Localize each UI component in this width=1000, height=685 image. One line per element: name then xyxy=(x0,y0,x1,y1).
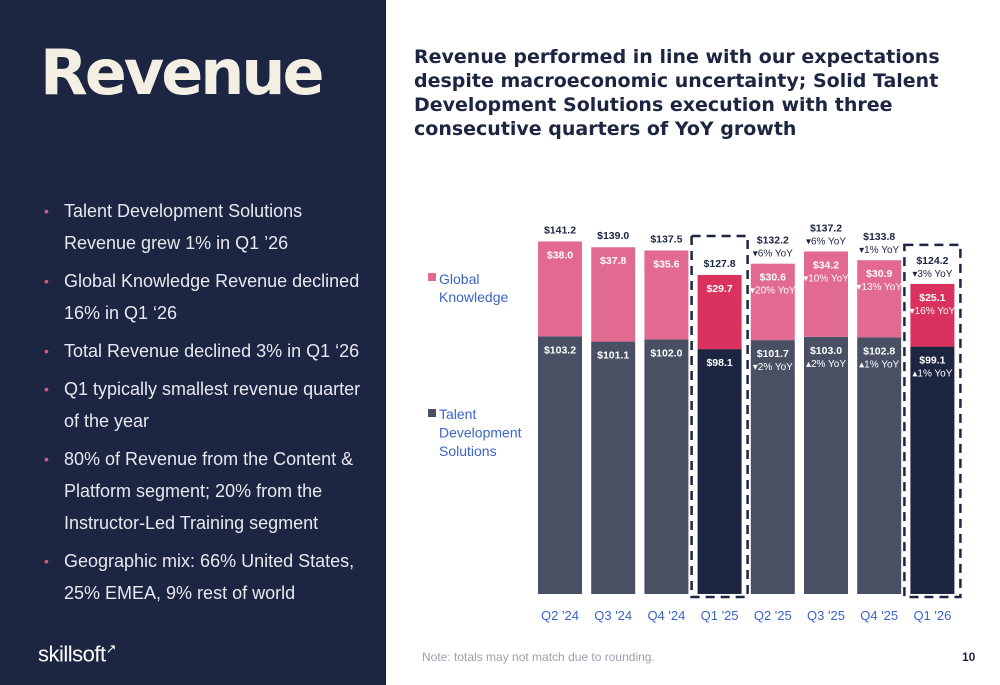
total-label: $137.2 xyxy=(810,222,842,234)
data-label-gk: $25.1 xyxy=(919,292,945,304)
bullet-item: • Geographic mix: 66% United States, 25% … xyxy=(44,545,364,609)
bar-gk xyxy=(591,247,636,342)
total-yoy-label: ▾1% YoY xyxy=(859,245,899,256)
data-label-gk: $34.2 xyxy=(813,259,839,271)
total-label: $132.2 xyxy=(757,235,789,247)
bullet-text: Total Revenue declined 3% in Q1 ‘26 xyxy=(64,341,360,361)
data-label-tds: $102.8 xyxy=(863,345,895,357)
total-label: $133.8 xyxy=(863,231,895,243)
bar-gk xyxy=(538,241,582,337)
bullet-dot-icon: • xyxy=(44,343,49,359)
bullet-dot-icon: • xyxy=(44,451,49,467)
bullet-list: • Talent Development Solutions Revenue gr… xyxy=(44,195,364,615)
data-label-tds: $99.1 xyxy=(919,355,945,367)
bar-tds xyxy=(857,337,902,594)
data-label-tds: $98.1 xyxy=(706,357,732,369)
bar-tds xyxy=(538,336,582,594)
bar-tds xyxy=(804,336,848,594)
logo-text: skillsoft xyxy=(38,641,106,667)
data-label-tds: $101.1 xyxy=(597,350,629,362)
bar-gk xyxy=(857,260,902,338)
yoy-label-tds: ▾2% YoY xyxy=(753,362,793,373)
bar-gk xyxy=(804,251,848,337)
bar-tds xyxy=(750,340,795,594)
data-label-gk: $30.6 xyxy=(760,272,786,284)
x-tick-label: Q3 '25 xyxy=(807,608,845,623)
x-tick-label: Q2 '24 xyxy=(541,608,579,623)
bar-gk xyxy=(697,274,742,350)
revenue-stacked-bar-chart: $103.2 $38.0 $141.2 Q2 '24 $101.1 $37.8 $139.0… xyxy=(428,222,962,623)
bullet-text: 80% of Revenue from the Content & Platfo… xyxy=(64,449,354,533)
x-tick-label: Q4 '25 xyxy=(860,608,898,623)
yoy-label-tds: ▴1% YoY xyxy=(912,369,952,380)
footnote: Note: totals may not match due to roundi… xyxy=(422,650,655,664)
logo-mark-icon: ↗ xyxy=(105,641,117,656)
bullet-item: • Total Revenue declined 3% in Q1 ‘26 xyxy=(44,335,364,367)
total-label: $127.8 xyxy=(704,258,736,270)
data-label-gk: $37.8 xyxy=(600,255,626,267)
bullet-item: • Talent Development Solutions Revenue gr… xyxy=(44,195,364,259)
bullet-item: • Q1 typically smallest revenue quarter o… xyxy=(44,373,364,437)
data-label-tds: $101.7 xyxy=(757,348,789,360)
bar-tds xyxy=(697,349,742,594)
x-tick-label: Q3 '24 xyxy=(594,608,632,623)
legend-swatch-gk xyxy=(428,273,436,281)
data-label-tds: $102.0 xyxy=(650,347,682,359)
bar-tds xyxy=(644,339,689,594)
legend-label-gk: Knowledge xyxy=(439,289,508,305)
x-tick-label: Q2 '25 xyxy=(754,608,792,623)
bar-gk xyxy=(910,283,955,347)
legend-swatch-tds xyxy=(428,409,436,417)
x-tick-label: Q1 '26 xyxy=(913,608,951,623)
bullet-text: Global Knowledge Revenue declined 16% in… xyxy=(64,271,360,323)
left-panel: Revenue • Talent Development Solutions Re… xyxy=(0,0,386,685)
skillsoft-logo: skillsoft↗ xyxy=(38,641,117,667)
x-tick-label: Q1 '25 xyxy=(701,608,739,623)
data-label-gk: $35.6 xyxy=(653,258,679,270)
bar-gk xyxy=(644,250,689,340)
total-yoy-label: ▾6% YoY xyxy=(806,236,846,247)
bullet-dot-icon: • xyxy=(44,381,49,397)
total-yoy-label: ▾3% YoY xyxy=(912,269,952,280)
legend-label-tds: Development xyxy=(439,425,522,441)
legend-label-gk: Global xyxy=(439,271,479,287)
bullet-text: Talent Development Solutions Revenue gre… xyxy=(64,201,303,253)
total-label: $124.2 xyxy=(916,255,948,267)
bullet-text: Geographic mix: 66% United States, 25% E… xyxy=(64,551,355,603)
bullet-dot-icon: • xyxy=(44,553,49,569)
highlight-box xyxy=(903,243,962,599)
data-label-gk: $29.7 xyxy=(706,283,732,295)
yoy-label-gk: ▾20% YoY xyxy=(750,286,796,297)
legend-label-tds: Talent xyxy=(439,406,476,422)
slide-headline: Revenue performed in line with our expec… xyxy=(414,46,940,140)
bullet-dot-icon: • xyxy=(44,273,49,289)
bar-tds xyxy=(591,341,636,594)
bar-tds xyxy=(910,346,955,594)
yoy-label-tds: ▴2% YoY xyxy=(806,359,846,370)
bullet-item: • 80% of Revenue from the Content & Platf… xyxy=(44,443,364,539)
total-label: $139.0 xyxy=(597,230,629,242)
legend-label-tds: Solutions xyxy=(439,443,497,459)
yoy-label-gk: ▾10% YoY xyxy=(803,273,849,284)
yoy-label-gk: ▾16% YoY xyxy=(910,306,956,317)
bullet-dot-icon: • xyxy=(44,203,49,219)
bullet-text: Q1 typically smallest revenue quarter of… xyxy=(64,379,361,431)
page-title: Revenue xyxy=(40,36,325,109)
bar-gk xyxy=(750,263,795,341)
data-label-tds: $103.2 xyxy=(544,344,576,356)
data-label-gk: $38.0 xyxy=(547,249,573,261)
yoy-label-gk: ▾13% YoY xyxy=(856,282,902,293)
highlight-box xyxy=(690,234,749,599)
total-label: $141.2 xyxy=(544,224,576,236)
bullet-item: • Global Knowledge Revenue declined 16% i… xyxy=(44,265,364,329)
data-label-tds: $103.0 xyxy=(810,345,842,357)
total-yoy-label: ▾6% YoY xyxy=(753,249,793,260)
x-tick-label: Q4 '24 xyxy=(647,608,685,623)
data-label-gk: $30.9 xyxy=(866,268,892,280)
page-number: 10 xyxy=(962,650,976,664)
total-label: $137.5 xyxy=(650,233,682,245)
yoy-label-tds: ▴1% YoY xyxy=(859,359,899,370)
